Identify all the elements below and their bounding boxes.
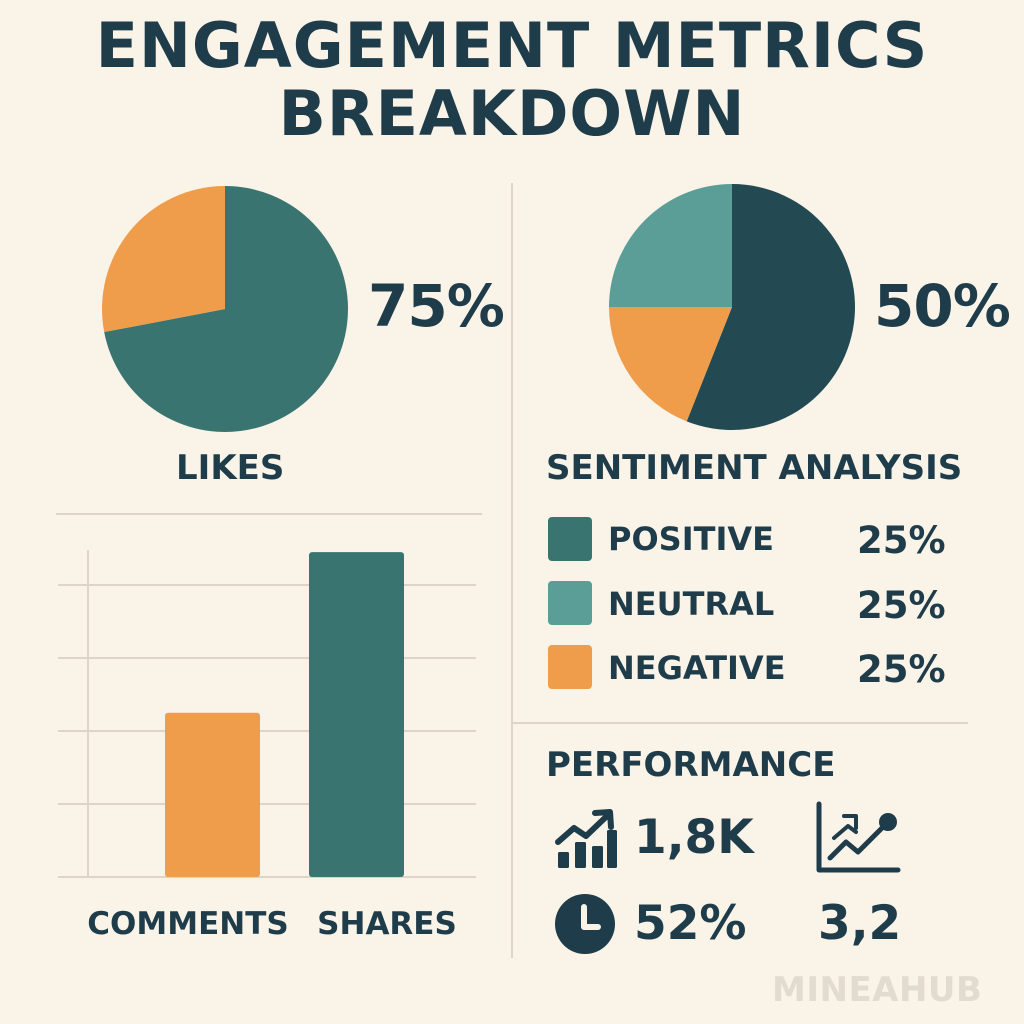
- legend-value-neutral: 25%: [857, 584, 946, 627]
- horizontal-divider: [513, 722, 968, 724]
- clock-icon: [555, 894, 615, 954]
- legend-label-negative: NEGATIVE: [608, 649, 786, 687]
- legend-value-positive: 25%: [857, 519, 946, 562]
- perf-value-clock: 52%: [634, 896, 747, 951]
- legend-value-negative: 25%: [857, 648, 946, 691]
- legend-swatch-neutral: [548, 581, 592, 625]
- legend-swatch-negative: [548, 645, 592, 689]
- vertical-divider: [511, 183, 513, 958]
- trend-line-icon: [816, 801, 901, 873]
- bar-chart: COMMENTS SHARES: [56, 513, 482, 942]
- legend-label-neutral: NEUTRAL: [608, 585, 775, 623]
- bar-label-comments: COMMENTS: [87, 906, 288, 942]
- sentiment-pie-chart: [609, 184, 856, 430]
- sentiment-pie-slice-2: [609, 184, 732, 307]
- title-line-1: ENGAGEMENT METRICS: [95, 9, 929, 82]
- sentiment-pie-slice-1: [609, 307, 732, 422]
- sentiment-pie-slice-0: [686, 184, 856, 430]
- legend-label-positive: POSITIVE: [608, 520, 774, 558]
- likes-pie-slice-1: [102, 186, 225, 333]
- watermark: MINEAHUB: [772, 970, 983, 1010]
- page-title: ENGAGEMENT METRICS BREAKDOWN: [0, 12, 1024, 148]
- bar-shares: [309, 552, 404, 877]
- likes-pie-chart: [102, 186, 349, 432]
- perf-value-rate: 3,2: [818, 896, 902, 951]
- legend-swatch-positive: [548, 517, 592, 561]
- performance-title: PERFORMANCE: [546, 745, 836, 785]
- bar-label-shares: SHARES: [317, 906, 457, 942]
- bar-comments: [165, 712, 260, 877]
- likes-percent: 75%: [368, 272, 505, 340]
- likes-pie-slice-0: [104, 186, 349, 432]
- sentiment-title: SENTIMENT ANALYSIS: [546, 448, 963, 488]
- title-line-2: BREAKDOWN: [278, 77, 746, 150]
- growth-bars-icon: [555, 809, 617, 868]
- perf-value-growth: 1,8K: [634, 810, 754, 865]
- likes-label: LIKES: [176, 448, 285, 488]
- sentiment-percent: 50%: [874, 272, 1011, 340]
